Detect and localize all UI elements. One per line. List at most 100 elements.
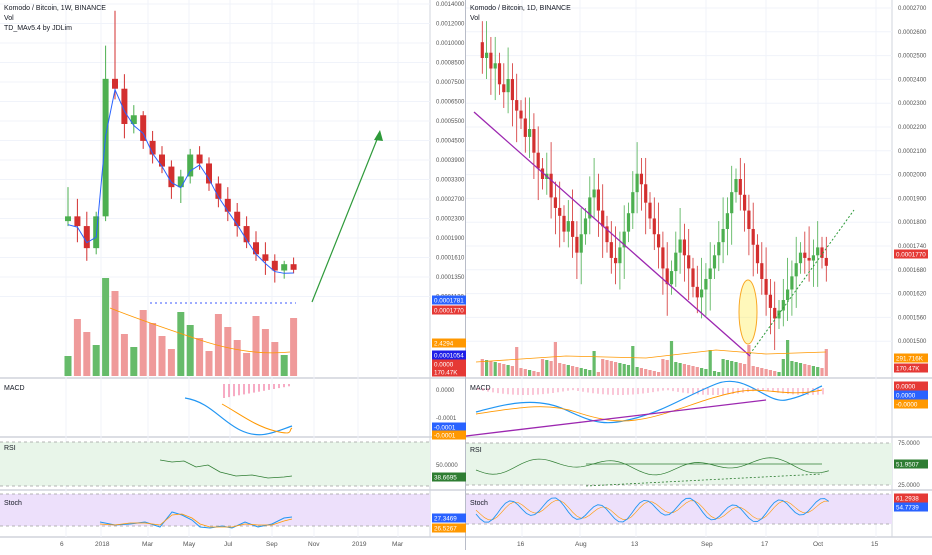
weekly-volume-bar [280,355,288,376]
weekly-macd-badge-bg [432,422,466,432]
weekly-time-tick: May [183,541,196,548]
weekly-price-badge: 0.0001054 [434,353,464,360]
daily-stoch-badge: 54.7739 [896,505,919,512]
daily-rsi-tick: 75.0000 [898,441,920,447]
daily-rsi-trend-dots [585,473,823,487]
weekly-ma-line [67,88,294,274]
weekly-volume-bar [73,319,81,376]
daily-candle-body [502,84,506,93]
daily-candle-body [734,179,738,193]
daily-volume-bar [661,359,665,376]
weekly-green-arrow-shaft [311,131,381,303]
daily-rsi-badge: 51.9507 [896,462,919,469]
weekly-candle-body [224,198,231,212]
weekly-stoch-badge: 27.3469 [434,516,457,523]
daily-candle-body [493,63,497,69]
weekly-candle-body [102,78,109,217]
daily-candle-body [549,173,553,198]
daily-volume-bar [553,342,557,376]
daily-chart-panel[interactable]: 0.0002700 0.0002600 0.0002500 0.0002400 0.00… [465,0,932,550]
daily-volume-bar [738,363,742,376]
weekly-price-tick: 0.0001900 [436,236,465,242]
weekly-volume-ma [109,307,291,354]
daily-volume-bar [489,361,493,376]
weekly-macd-badge: -0.0001 [434,425,456,432]
daily-volume-bar [760,368,764,376]
daily-candle-body [575,236,579,253]
daily-volume-bar [519,368,523,376]
daily-volume-bar [824,349,828,376]
daily-volume-bar [566,365,570,376]
weekly-price-tick: 0.0005500 [436,119,465,125]
daily-volume-bar [532,371,536,376]
weekly-rsi-tick: 50.0000 [436,463,458,469]
daily-candle-body [523,118,527,137]
daily-candle-body [794,263,798,277]
daily-volume-bar [743,364,747,376]
daily-macd-trendline [465,399,767,437]
daily-volume-bar [609,361,613,376]
daily-uptrend-dots [749,209,855,355]
weekly-price-badge: 170.47K [434,370,458,377]
weekly-candle-body [65,216,71,222]
daily-price-badge-bg [894,249,928,259]
daily-candle-body [665,268,669,285]
weekly-price-tick: 0.0001350 [436,275,465,281]
weekly-price-tick: 0.0003300 [436,178,465,184]
daily-candle-body [790,276,794,290]
weekly-rsi-band [0,442,430,486]
daily-price-badge: 170.47K [896,366,920,373]
daily-rsi-label: RSI [470,447,482,454]
daily-candle-body [566,221,570,232]
daily-volume-bar [571,366,575,376]
weekly-volume-bar [130,347,138,376]
daily-highlight-ellipse [738,279,758,345]
daily-volume-bar [510,366,514,376]
daily-candle-body [721,228,725,243]
weekly-volume-bar [167,349,175,376]
daily-price-tick: 0.0002600 [898,30,927,36]
weekly-stoch-badge-bg [432,513,466,523]
daily-chart-title: Komodo / Bitcoin, 1D, BINANCE [470,5,571,12]
daily-volume-bar [485,360,489,376]
weekly-volume-bar [252,316,260,376]
weekly-volume-bar [214,314,222,376]
daily-volume-bar [725,360,729,376]
weekly-time-tick: Jul [224,541,233,548]
weekly-volume-bar [111,291,119,376]
weekly-chart-svg[interactable]: 0.0014000 0.0012000 0.0010000 0.0008500 0.00… [0,0,466,550]
daily-candle-body [648,202,652,219]
daily-volume-bar [493,362,497,376]
daily-volume-bar [794,362,798,376]
weekly-candle-body [253,242,259,255]
daily-stoch-d [475,500,829,521]
daily-volume-bar [712,371,717,376]
daily-candle-body [725,213,729,229]
daily-volume-bar [614,362,618,376]
weekly-time-tick: Mar [392,541,404,548]
daily-candle-body [601,210,605,227]
weekly-chart-panel[interactable]: 0.0014000 0.0012000 0.0010000 0.0008500 0.00… [0,0,466,550]
daily-downtrend-line [473,111,751,357]
daily-candle-body [816,247,820,256]
daily-candle-body [588,197,592,219]
weekly-volume-bar [205,351,213,376]
weekly-chart-title: Komodo / Bitcoin, 1W, BINANCE [4,5,106,12]
weekly-price-tick: 0.0001610 [436,256,465,262]
daily-candle-body [661,247,665,269]
weekly-volume-bar [83,332,91,376]
daily-price-tick: 0.0001800 [898,220,927,226]
weekly-volume-bar [224,327,232,376]
weekly-candle-body [215,183,222,199]
weekly-candle-body [234,211,241,227]
weekly-indicator-label: TD_MAv5.4 by JDLim [4,25,72,32]
weekly-price-badge: 0.0001770 [434,308,464,315]
daily-candle-body [764,278,768,295]
daily-candle-body [614,257,618,264]
daily-volume-bar [734,362,738,376]
daily-macd-badge-bg [894,390,928,400]
weekly-candle-body [140,115,147,141]
daily-volume-bar [700,368,704,376]
daily-chart-svg[interactable]: 0.0002700 0.0002600 0.0002500 0.0002400 0.00… [465,0,932,550]
weekly-volume-bar [271,342,279,376]
